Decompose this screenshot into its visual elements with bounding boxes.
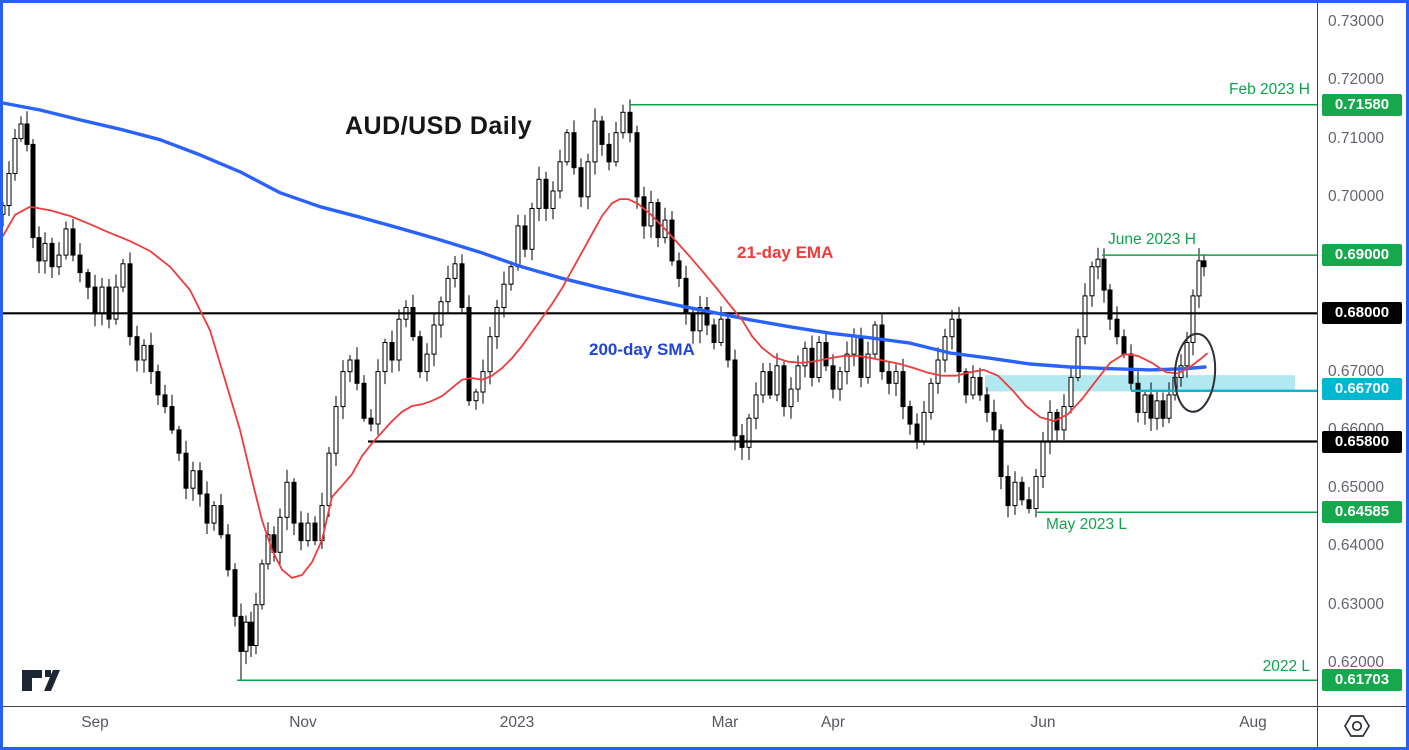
price-tick-label: 0.67000 bbox=[1328, 362, 1385, 380]
time-tick-label: Jun bbox=[1030, 714, 1056, 731]
sma200-label: 200-day SMA bbox=[589, 340, 695, 359]
hexagon-eye-icon[interactable] bbox=[1342, 711, 1372, 741]
ema21-line bbox=[2, 198, 1208, 579]
price-axis[interactable]: 0.73000 0.72000 0.71000 0.70000 0.67000 0.660… bbox=[1318, 0, 1406, 706]
price-badge-green: 0.64585 bbox=[1322, 501, 1402, 524]
time-tick-label: 2023 bbox=[499, 714, 535, 731]
price-badge-black: 0.65800 bbox=[1322, 430, 1402, 453]
time-tick-label: Apr bbox=[820, 714, 846, 731]
ema21-label: 21-day EMA bbox=[737, 243, 834, 262]
price-badge-black: 0.68000 bbox=[1322, 302, 1402, 325]
time-axis[interactable]: Sep Nov 2023 Mar Apr Jun Aug bbox=[0, 707, 1317, 747]
candlestick-chart[interactable] bbox=[0, 0, 1317, 706]
price-tick-label: 0.64000 bbox=[1328, 537, 1385, 555]
sma200-line bbox=[1, 101, 1207, 372]
price-tick-label: 0.71000 bbox=[1328, 129, 1385, 147]
may-2023-low-label: May 2023 L bbox=[1046, 516, 1127, 533]
highlight-ellipse bbox=[1173, 332, 1217, 413]
june-2023-high-label: June 2023 H bbox=[1108, 231, 1196, 248]
price-badge-green: 0.69000 bbox=[1322, 244, 1402, 267]
candles-layer bbox=[0, 99, 1207, 681]
price-badge-green: 0.61703 bbox=[1322, 669, 1402, 692]
price-badge-green: 0.71580 bbox=[1322, 93, 1402, 116]
price-tick-label: 0.70000 bbox=[1328, 187, 1385, 205]
time-tick-label: Sep bbox=[81, 714, 109, 731]
time-tick-label: Aug bbox=[1239, 714, 1267, 731]
price-tick-label: 0.72000 bbox=[1328, 71, 1385, 89]
price-badge-cyan: 0.66700 bbox=[1322, 378, 1402, 401]
time-tick-label: Nov bbox=[289, 714, 317, 731]
chart-title: AUD/USD Daily bbox=[345, 112, 533, 140]
time-tick-label: Mar bbox=[711, 714, 739, 731]
price-tick-label: 0.73000 bbox=[1328, 13, 1385, 30]
price-tick-label: 0.63000 bbox=[1328, 595, 1385, 613]
axis-separator-vertical bbox=[1317, 0, 1318, 747]
2022-low-label: 2022 L bbox=[1262, 658, 1310, 675]
price-tick-label: 0.65000 bbox=[1328, 479, 1385, 497]
axis-separator-horizontal bbox=[0, 706, 1406, 707]
tradingview-logo[interactable] bbox=[20, 666, 62, 696]
price-tick-label: 0.62000 bbox=[1328, 653, 1385, 671]
feb-2023-high-label: Feb 2023 H bbox=[1229, 81, 1310, 98]
